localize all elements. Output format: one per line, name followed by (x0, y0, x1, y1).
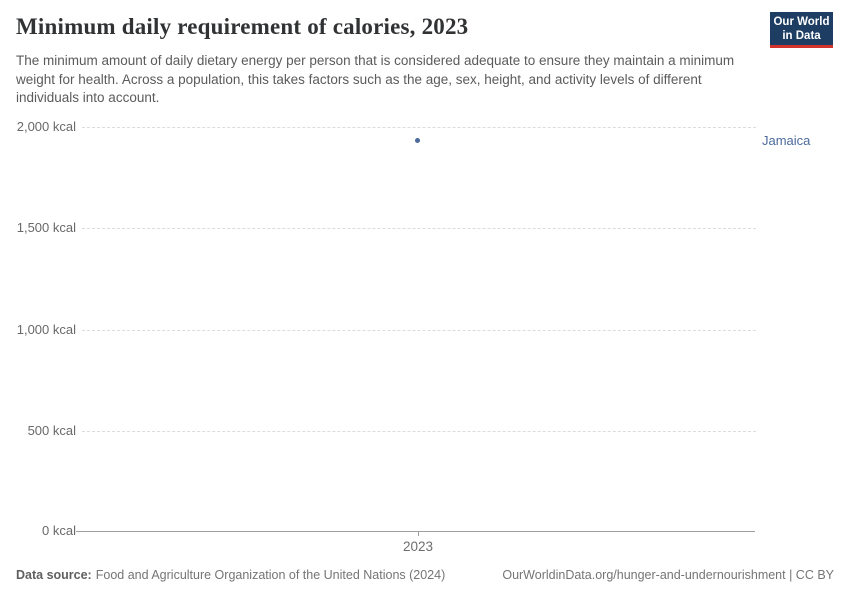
y-tick-label-500: 500 kcal (27, 423, 76, 438)
gridline-1500 (82, 228, 756, 229)
owid-logo-line1: Our World (773, 16, 830, 28)
y-tick-label-0: 0 kcal (42, 523, 76, 538)
data-point-jamaica[interactable] (415, 138, 420, 143)
x-axis-line (76, 531, 755, 532)
gridline-1000 (82, 330, 756, 331)
chart-footer: Data source: Food and Agriculture Organiz… (16, 568, 834, 582)
owid-url-license-link[interactable]: OurWorldinData.org/hunger-and-undernouri… (502, 568, 834, 582)
data-source-note: Data source: Food and Agriculture Organiz… (16, 568, 445, 582)
data-source-label: Data source: (16, 568, 92, 582)
y-tick-label-1500: 1,500 kcal (16, 220, 76, 235)
chart-subtitle: The minimum amount of daily dietary ener… (16, 53, 735, 105)
data-source-value: Food and Agriculture Organization of the… (95, 568, 446, 582)
gridline-2000 (82, 127, 756, 128)
y-tick-label-1000: 1,000 kcal (16, 322, 76, 337)
x-tick-mark-2023 (418, 531, 419, 536)
entity-label-jamaica[interactable]: Jamaica (762, 133, 811, 148)
page-title: Minimum daily requirement of calories, 2… (16, 14, 469, 39)
owid-logo-line2: in Data (782, 30, 821, 42)
y-tick-label-2000: 2,000 kcal (16, 119, 76, 134)
gridline-500 (82, 431, 756, 432)
owid-logo[interactable]: Our World in Data (770, 12, 833, 48)
x-tick-label-2023: 2023 (402, 539, 434, 554)
